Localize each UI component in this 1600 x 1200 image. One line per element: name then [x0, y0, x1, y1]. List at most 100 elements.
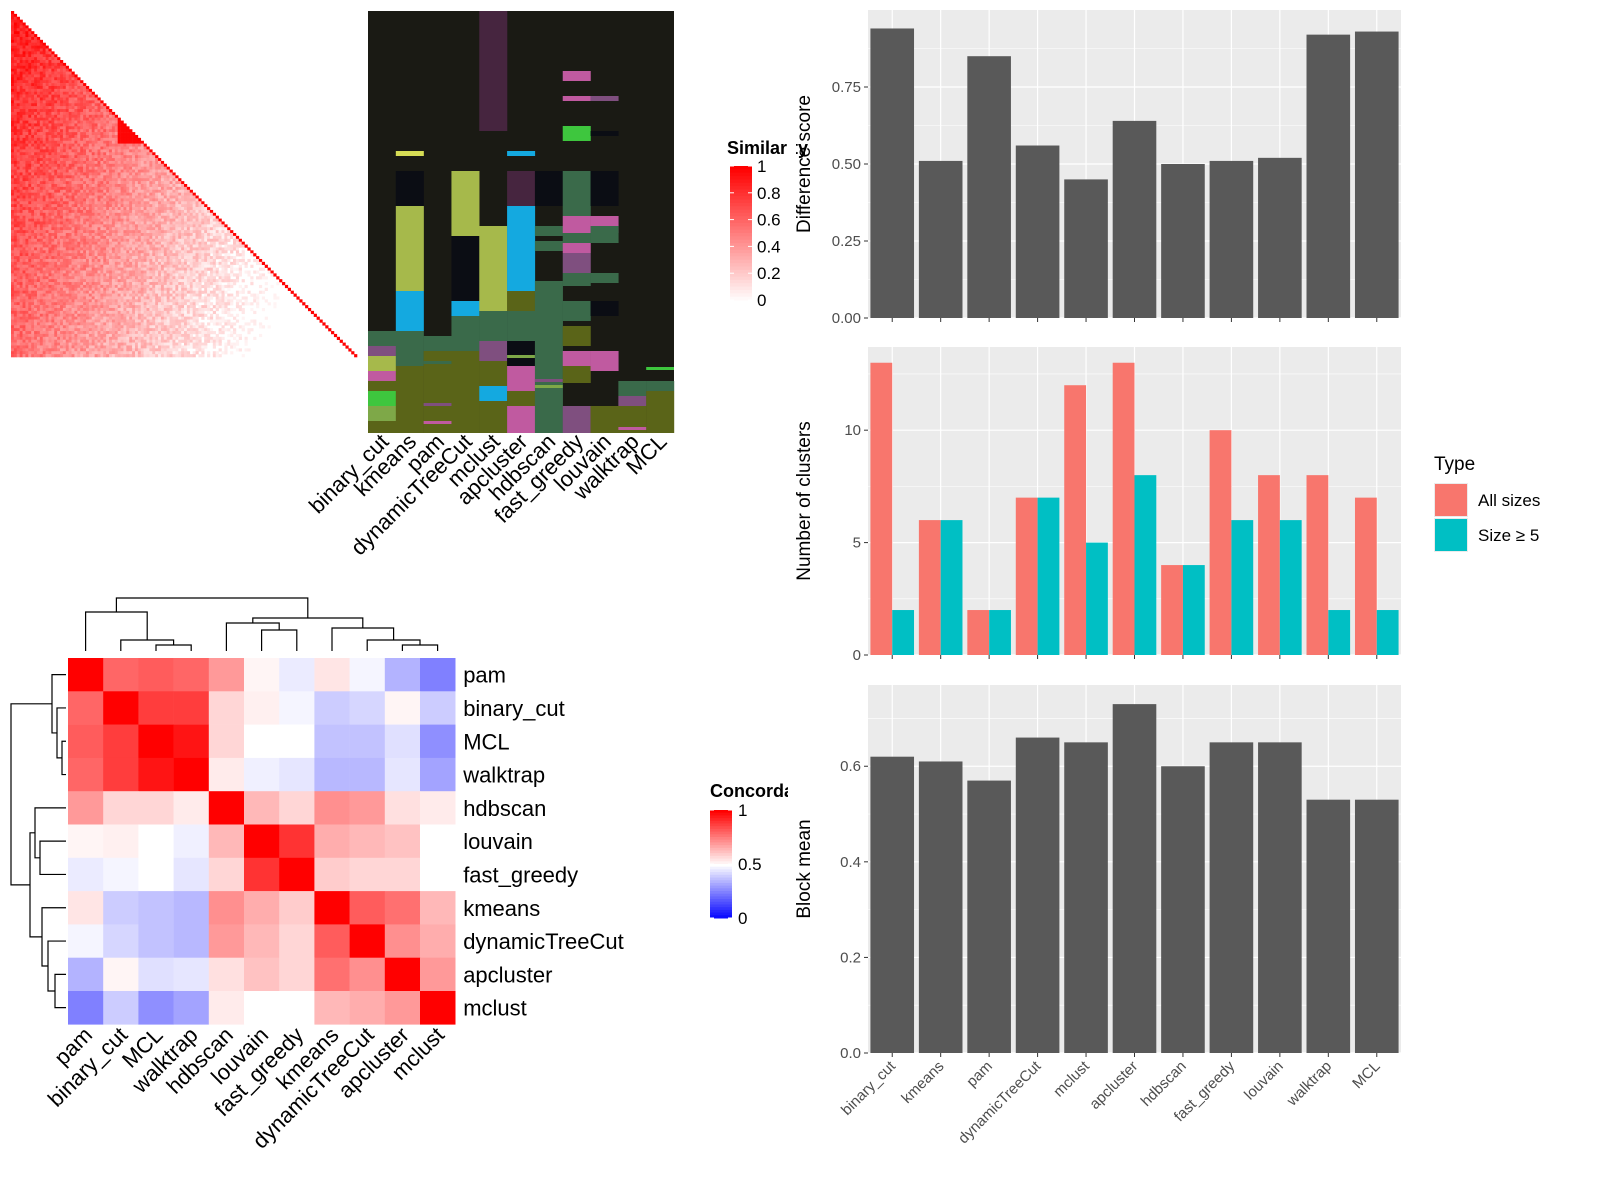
similarity-cell [22, 36, 26, 41]
similarity-cell [109, 137, 113, 142]
similarity-cell [120, 261, 124, 266]
similarity-cell [88, 227, 93, 231]
similarity-cell [19, 244, 23, 248]
similarity-cell [204, 273, 208, 277]
similarity-cell [62, 166, 67, 170]
similarity-cell [65, 238, 69, 242]
similarity-cell [106, 279, 110, 283]
similarity-cell [114, 195, 118, 199]
similarity-cell [137, 181, 142, 185]
similarity-cell [221, 267, 225, 271]
similarity-cell [172, 267, 176, 271]
similarity-cell [22, 244, 26, 248]
similarity-cell [129, 209, 133, 214]
similarity-cell [65, 201, 69, 205]
similarity-cell [80, 126, 84, 130]
similarity-cell [106, 241, 110, 245]
similarity-cell [140, 192, 144, 196]
similarity-cell [97, 106, 101, 110]
similarity-cell [149, 195, 153, 199]
similarity-cell [129, 273, 133, 277]
similarity-cell [62, 129, 67, 133]
similarity-cell [57, 290, 61, 294]
similarity-cell [91, 244, 95, 248]
similarity-cell [11, 152, 15, 156]
similarity-cell [111, 264, 116, 268]
similarity-cell [28, 103, 32, 107]
similarity-cell [140, 276, 144, 280]
similarity-cell [22, 45, 26, 49]
similarity-cell [62, 163, 67, 167]
similarity-cell [221, 256, 225, 260]
similarity-cell [80, 212, 84, 217]
similarity-cell [111, 137, 116, 142]
similarity-cell [143, 152, 147, 156]
similarity-cell [134, 290, 139, 294]
similarity-cell [169, 284, 173, 289]
similarity-cell [143, 302, 147, 306]
similarity-cell [85, 103, 90, 107]
similarity-cell [97, 299, 101, 303]
similarity-cell [143, 186, 147, 191]
similarity-cell [28, 97, 32, 101]
similarity-cell [80, 184, 84, 188]
similarity-cell [114, 218, 118, 222]
similarity-cell [22, 250, 26, 254]
similarity-cell [198, 296, 202, 300]
similarity-cell [137, 233, 142, 237]
similarity-cell [256, 256, 260, 260]
similarity-cell [11, 77, 15, 81]
similarity-cell [97, 276, 101, 280]
similarity-cell [22, 83, 26, 87]
similarity-cell [85, 227, 90, 231]
similarity-cell [48, 91, 52, 95]
similarity-cell [111, 212, 116, 217]
similarity-cell [181, 256, 185, 260]
similarity-cell [140, 221, 144, 225]
similarity-cell [22, 256, 26, 260]
similarity-cell [198, 273, 202, 277]
similarity-cell [54, 83, 58, 87]
similarity-cell [114, 152, 118, 156]
similarity-cell [85, 158, 90, 162]
similarity-cell [88, 158, 93, 162]
similarity-cell [109, 186, 113, 191]
similarity-cell [152, 160, 156, 165]
similarity-cell [166, 256, 170, 260]
similarity-cell [204, 284, 208, 289]
similarity-cell [22, 261, 26, 266]
similarity-cell [235, 253, 240, 257]
similarity-cell [13, 163, 18, 167]
similarity-cell [195, 212, 199, 217]
similarity-cell [45, 215, 49, 219]
similarity-cell [65, 186, 69, 191]
similarity-cell [181, 189, 185, 193]
similarity-cell [74, 74, 78, 78]
similarity-cell [129, 244, 133, 248]
similarity-cell [71, 284, 75, 289]
similarity-cell [137, 290, 142, 294]
similarity-cell [22, 31, 26, 35]
similarity-cell [36, 103, 41, 107]
similarity-cell [106, 114, 110, 118]
similarity-cell [25, 62, 29, 67]
similarity-cell [85, 207, 90, 211]
similarity-cell [57, 71, 61, 75]
similarity-cell [39, 163, 44, 167]
similarity-cell [166, 258, 170, 263]
similarity-cell [129, 158, 133, 162]
similarity-cell [28, 54, 32, 58]
similarity-cell [85, 126, 90, 130]
similarity-cell [100, 132, 104, 136]
similarity-cell [19, 250, 23, 254]
similarity-cell [238, 241, 242, 245]
similarity-cell [68, 88, 72, 93]
similarity-cell [19, 97, 23, 101]
similarity-cell [186, 250, 191, 254]
similarity-cell [62, 290, 67, 294]
similarity-cell [152, 166, 156, 170]
similarity-cell [48, 80, 52, 84]
similarity-cell [111, 233, 116, 237]
similarity-cell [60, 233, 64, 237]
similarity-cell [109, 172, 113, 176]
